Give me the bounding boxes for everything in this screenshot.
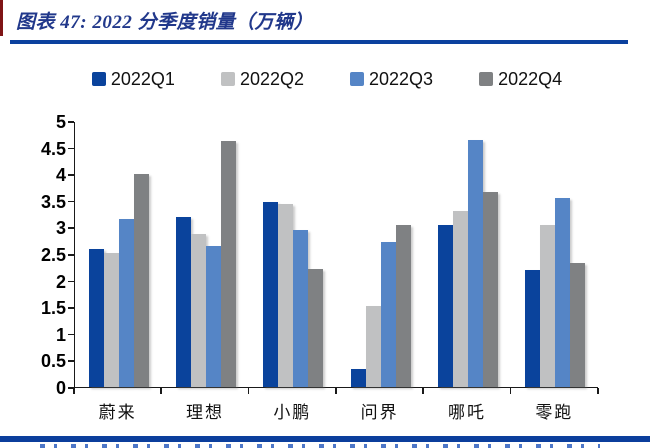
bar-蔚来-2022Q4 [133, 174, 149, 387]
legend-swatch-icon [479, 72, 494, 86]
y-tick-mark [68, 280, 74, 283]
legend-item-2022Q4: 2022Q4 [479, 70, 562, 88]
y-tick-label: 0 [55, 378, 66, 398]
legend-item-2022Q3: 2022Q3 [350, 70, 433, 88]
bar-零跑-2022Q4 [570, 262, 586, 387]
legend-item-2022Q1: 2022Q1 [91, 69, 175, 89]
legend-label: 2022Q1 [110, 69, 175, 89]
bar-理想-2022Q3 [205, 246, 221, 387]
y-tick-mark [68, 121, 74, 123]
x-category-label-零跑: 零跑 [535, 403, 574, 422]
legend-swatch-icon [220, 72, 235, 86]
bar-group-零跑 [512, 198, 599, 387]
y-tick-mark [68, 307, 74, 309]
bar-理想-2022Q2 [190, 234, 206, 387]
x-tick-mark [335, 388, 337, 394]
bar-group-问界 [337, 225, 424, 387]
left-accent-bar [0, 0, 3, 36]
bar-蔚来-2022Q1 [88, 248, 104, 387]
y-tick-mark [68, 227, 74, 229]
legend-label: 2022Q4 [498, 69, 563, 89]
y-tick-mark [68, 254, 74, 256]
bar-哪吒-2022Q2 [452, 211, 468, 387]
bar-group-小鹏 [250, 202, 337, 387]
x-tick-mark [597, 388, 599, 394]
legend-label: 2022Q3 [369, 69, 434, 89]
y-tick-label: 1 [55, 324, 66, 345]
bar-问界-2022Q4 [395, 225, 411, 387]
bar-小鹏-2022Q4 [308, 268, 324, 387]
y-tick-label: 4.5 [40, 138, 66, 159]
bar-小鹏-2022Q2 [278, 204, 294, 387]
y-tick-label: 2.5 [40, 245, 66, 265]
x-category-label-蔚来: 蔚来 [98, 403, 137, 422]
figure-title: 图表 47: 2022 分季度销量（万辆） [16, 12, 314, 33]
legend-item-2022Q2: 2022Q2 [220, 69, 304, 89]
legend-label: 2022Q2 [239, 69, 304, 89]
x-category-label-哪吒: 哪吒 [447, 403, 486, 422]
bar-零跑-2022Q2 [540, 224, 556, 387]
footer-divider-bar [0, 436, 650, 442]
y-tick-mark [68, 333, 74, 336]
x-tick-mark [73, 388, 75, 394]
x-category-label-小鹏: 小鹏 [273, 403, 312, 422]
y-tick-label: 1.5 [40, 298, 66, 319]
bar-问界-2022Q1 [350, 369, 366, 387]
legend-swatch-icon [350, 72, 364, 86]
bar-哪吒-2022Q1 [437, 225, 453, 387]
chart-legend: 2022Q1 2022Q2 2022Q3 2022Q4 [0, 68, 654, 90]
bar-哪吒-2022Q3 [467, 139, 483, 387]
bar-蔚来-2022Q2 [103, 253, 119, 387]
y-tick-mark [68, 360, 74, 362]
y-tick-label: 4 [55, 165, 66, 186]
y-tick-label: 2 [55, 271, 66, 292]
bar-零跑-2022Q1 [525, 269, 541, 387]
bar-哪吒-2022Q4 [482, 192, 498, 387]
bar-零跑-2022Q3 [555, 198, 571, 387]
y-tick-label: 3.5 [40, 191, 66, 212]
bar-group-哪吒 [424, 139, 511, 387]
bar-蔚来-2022Q3 [118, 218, 134, 387]
x-tick-mark [160, 388, 162, 394]
footer-clipped-source-text [40, 444, 600, 448]
y-tick-mark [68, 387, 74, 389]
bar-问界-2022Q3 [380, 241, 396, 387]
y-tick-mark [68, 147, 74, 150]
y-tick-mark [68, 200, 74, 203]
x-category-label-问界: 问界 [360, 403, 399, 422]
bar-group-理想 [162, 140, 249, 387]
y-tick-label: 3 [55, 218, 66, 239]
legend-swatch-icon [91, 72, 106, 86]
bar-问界-2022Q2 [365, 305, 381, 387]
bar-理想-2022Q4 [220, 140, 236, 387]
bar-小鹏-2022Q1 [263, 202, 279, 387]
bar-小鹏-2022Q3 [293, 229, 309, 387]
y-tick-mark [68, 174, 74, 176]
x-tick-mark [509, 388, 512, 394]
bar-group-蔚来 [75, 174, 162, 387]
plot-area [74, 122, 598, 388]
y-tick-label: 0.5 [40, 351, 66, 372]
title-underline-rule [10, 40, 628, 44]
x-tick-mark [247, 388, 250, 394]
x-category-label-理想: 理想 [185, 403, 224, 422]
y-tick-label: 5 [55, 112, 66, 132]
x-tick-mark [422, 388, 424, 394]
bar-理想-2022Q1 [175, 216, 191, 387]
